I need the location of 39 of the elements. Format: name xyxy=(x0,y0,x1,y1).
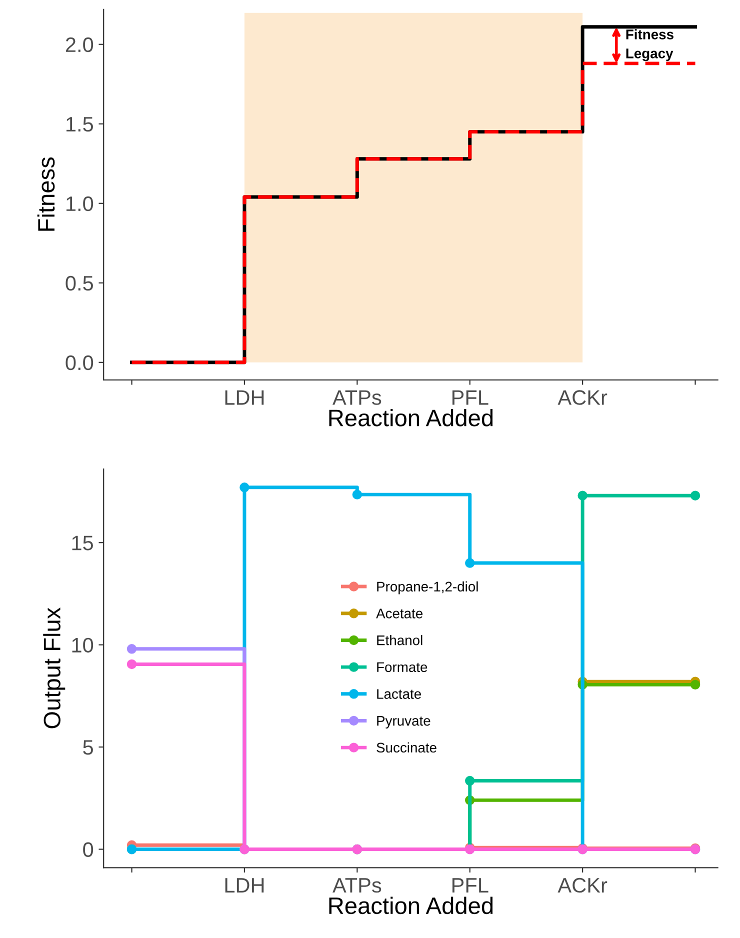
legend-label: Pyruvate xyxy=(377,716,430,728)
y-axis-title: Output Flux xyxy=(43,608,66,728)
x-tick-label: LDH xyxy=(225,390,264,405)
y-tick-label: 1.0 xyxy=(66,196,94,212)
y-tick-label: 10 xyxy=(72,638,94,653)
point xyxy=(240,482,250,492)
y-tick-label: 5 xyxy=(83,740,94,755)
point xyxy=(465,776,475,786)
point xyxy=(690,680,700,690)
y-tick-label: 0 xyxy=(83,842,94,858)
x-tick-label: LDH xyxy=(225,878,264,892)
legend-label: Propane-1,2-diol xyxy=(377,581,478,594)
y-tick-label: 2.0 xyxy=(66,37,94,52)
text: Fitness xyxy=(37,157,55,231)
x-axis-title: Reaction Added xyxy=(329,409,493,426)
x-axis-title: Reaction Added xyxy=(329,896,493,914)
x-tick-label: ATPs xyxy=(332,390,382,405)
legend-label: Formate xyxy=(377,662,428,672)
point xyxy=(465,558,475,568)
legend-label: Lactate xyxy=(377,689,421,699)
x-tick-label: PFL xyxy=(452,878,488,892)
point xyxy=(126,659,137,670)
legend-label: Acetate xyxy=(376,608,423,618)
point xyxy=(352,490,362,500)
point xyxy=(690,490,700,500)
y-tick-label: 15 xyxy=(72,536,94,550)
y-tick-label: 0.0 xyxy=(66,355,94,370)
text: Legacy xyxy=(626,48,674,62)
x-tick-label: ATPs xyxy=(332,878,382,893)
point xyxy=(578,490,588,500)
x-tick-label: ACKr xyxy=(558,390,608,405)
x-tick-label: ACKr xyxy=(558,878,608,893)
x-tick-label: PFL xyxy=(452,390,488,405)
legend-label: Succinate xyxy=(376,742,436,753)
y-tick-label: 1.5 xyxy=(66,117,94,132)
point xyxy=(126,644,137,654)
legend-label: Ethanol xyxy=(377,635,422,646)
y-axis-title: Fitness xyxy=(626,29,674,40)
y-tick-label: 0.5 xyxy=(66,276,94,291)
